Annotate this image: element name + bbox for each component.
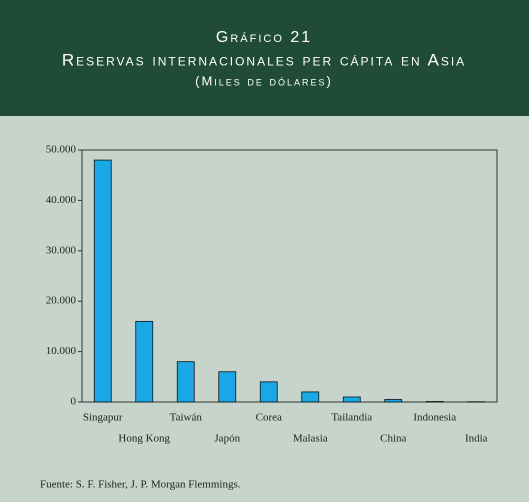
x-tick-label: China	[380, 433, 406, 445]
bar	[176, 361, 195, 403]
x-tick-label: Taiwán	[170, 412, 203, 424]
y-tick-label: 20.000	[46, 295, 77, 307]
bar	[301, 391, 320, 403]
chart-subtitle: Reservas internacionales per cápita en A…	[62, 50, 466, 69]
y-tick-label: 30.000	[46, 244, 77, 256]
bar	[384, 399, 403, 403]
bar	[342, 396, 361, 403]
x-tick-label: Japón	[214, 433, 240, 445]
bar	[135, 320, 154, 403]
header	[0, 0, 529, 116]
bar	[425, 401, 444, 403]
chart-title: Gráfico 21	[216, 29, 312, 46]
y-tick-label: 0	[71, 396, 77, 408]
x-tick-label: Singapur	[83, 412, 123, 424]
y-tick-label: 50.000	[46, 144, 77, 156]
x-tick-label: Malasia	[293, 433, 328, 445]
unit-label: (Miles de dólares)	[195, 73, 333, 88]
plot-frame	[81, 149, 498, 403]
bar	[93, 159, 112, 403]
x-tick-label: Corea	[256, 412, 282, 424]
bar	[218, 371, 237, 403]
x-tick-label: Hong Kong	[118, 433, 170, 445]
y-tick-label: 40.000	[46, 194, 77, 206]
y-tick-label: 10.000	[46, 345, 77, 357]
x-tick-label: India	[465, 433, 488, 445]
x-tick-label: Tailandia	[331, 412, 372, 424]
source: Fuente: S. F. Fisher, J. P. Morgan Flemm…	[40, 479, 241, 491]
bar	[259, 381, 278, 403]
x-tick-label: Indonesia	[413, 412, 456, 424]
